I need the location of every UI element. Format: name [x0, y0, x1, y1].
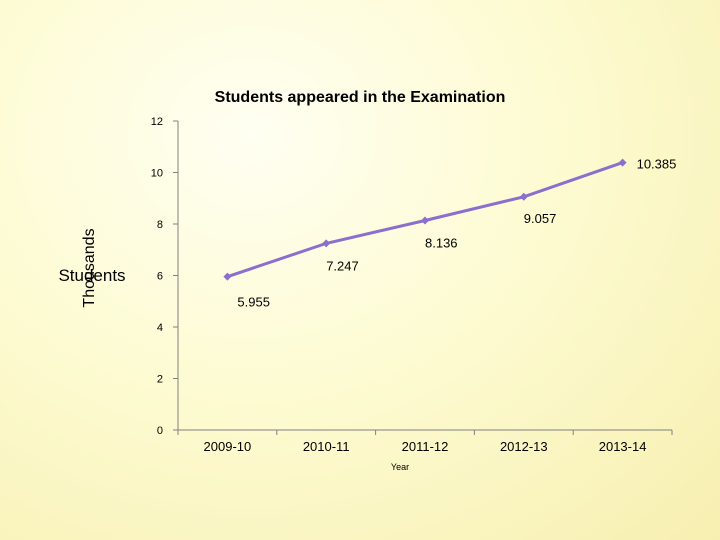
- data-point-marker: [223, 272, 232, 281]
- data-label: 5.955: [237, 295, 270, 310]
- y-tick-label: 6: [157, 271, 163, 283]
- data-label: 7.247: [326, 258, 359, 273]
- x-axis-label: Year: [391, 462, 409, 472]
- x-tick-label: 2011-12: [402, 439, 449, 454]
- data-labels: 5.955 7.247 8.136 9.057 10.385: [237, 157, 676, 310]
- data-point-marker: [618, 158, 627, 167]
- y-axis-label: Students: [58, 266, 125, 285]
- y-tick-label: 4: [157, 322, 163, 334]
- y-tick-label: 2: [157, 374, 163, 386]
- chart-title: Students appeared in the Examination: [215, 89, 506, 106]
- series-markers: [223, 158, 627, 281]
- data-label: 10.385: [637, 157, 677, 172]
- data-point-marker: [421, 216, 429, 225]
- x-tick-label: 2012-13: [500, 439, 548, 454]
- data-point-marker: [322, 239, 331, 248]
- y-tick-label: 8: [157, 219, 163, 231]
- x-ticks: 2009-10 2010-11 2011-12 2012-13 2013-14: [177, 430, 673, 454]
- y-tick-label: 10: [151, 168, 163, 180]
- data-point-marker: [519, 192, 528, 201]
- x-tick-label: 2013-14: [599, 439, 647, 454]
- x-tick-label: 2009-10: [204, 439, 252, 454]
- y-ticks: 0 2 4 6 8 10 12: [151, 116, 178, 437]
- y-axis-unit-label: Thousands: [81, 228, 98, 307]
- y-tick-label: 12: [151, 116, 163, 128]
- x-tick-label: 2010-11: [303, 439, 350, 454]
- data-label: 8.136: [425, 235, 458, 250]
- y-tick-label: 0: [157, 425, 163, 437]
- data-label: 9.057: [524, 211, 557, 226]
